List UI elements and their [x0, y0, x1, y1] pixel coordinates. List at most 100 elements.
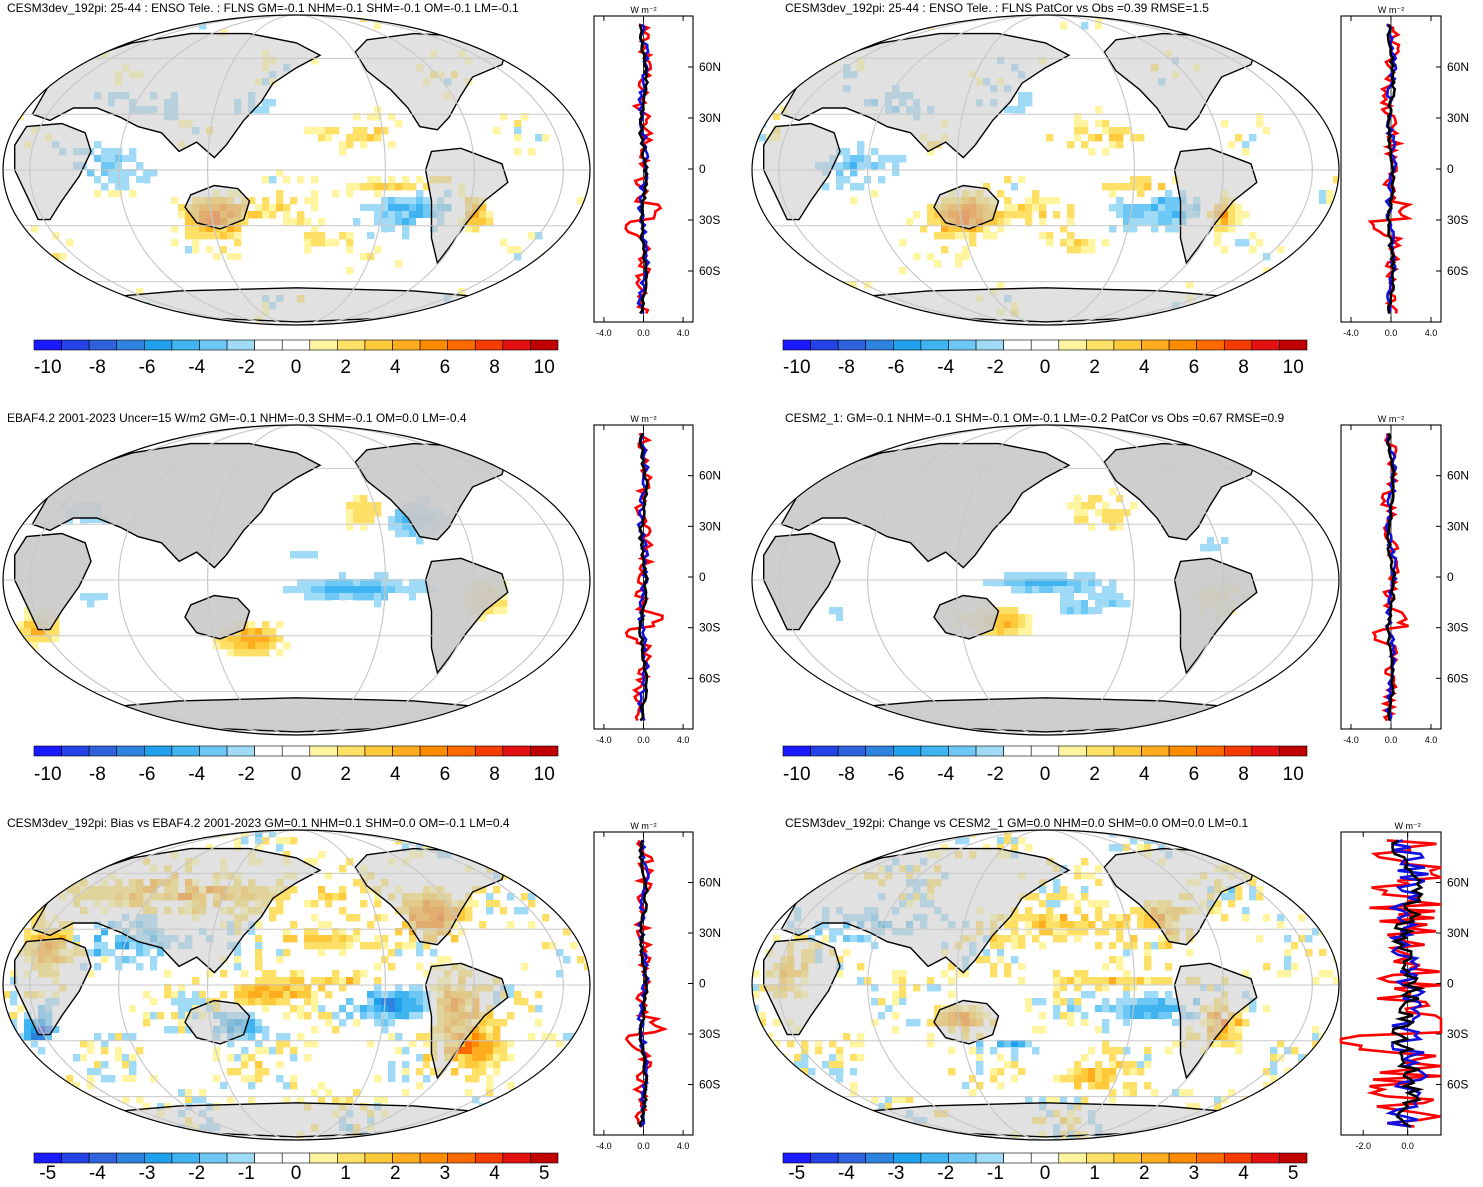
field-cell: [885, 1012, 893, 1020]
field-cell: [24, 1012, 32, 1020]
field-cell: [766, 1110, 774, 1118]
field-cell: [339, 232, 347, 240]
colorbar-bin: [893, 745, 922, 757]
field-cell: [1102, 984, 1110, 992]
field-cell: [262, 197, 270, 205]
field-cell: [17, 1019, 25, 1027]
field-cell: [1116, 523, 1124, 531]
profile-ytick-label: 60S: [699, 671, 720, 685]
field-cell: [1249, 998, 1257, 1006]
field-cell: [10, 907, 18, 915]
field-cell: [584, 928, 590, 936]
field-cell: [1137, 1061, 1145, 1069]
field-cell: [45, 1131, 53, 1139]
field-cell: [332, 600, 340, 608]
colorbar-label: 1: [1089, 1163, 1100, 1184]
field-cell: [752, 872, 760, 880]
field-cell: [521, 998, 529, 1006]
field-cell: [1319, 837, 1327, 845]
field-cell: [857, 155, 865, 163]
field-cell: [122, 141, 130, 149]
field-cell: [1284, 970, 1292, 978]
field-cell: [913, 1138, 921, 1140]
field-cell: [1074, 928, 1082, 936]
field-cell: [1102, 586, 1110, 594]
field-cell: [1067, 1096, 1075, 1104]
field-cell: [1165, 1012, 1173, 1020]
field-cell: [1242, 914, 1250, 922]
profile-series: [1339, 839, 1443, 1128]
field-cell: [129, 162, 137, 170]
field-cell: [248, 1082, 256, 1090]
field-cell: [101, 1040, 109, 1048]
field-cell: [171, 963, 179, 971]
field-cell: [80, 1061, 88, 1069]
colorbar-label: 2: [1089, 357, 1100, 378]
field-cell: [269, 99, 277, 107]
field-cell: [997, 218, 1005, 226]
field-cell: [423, 1061, 431, 1069]
field-cell: [1081, 239, 1089, 247]
field-cell: [423, 844, 431, 852]
field-cell: [549, 928, 557, 936]
field-cell: [248, 844, 256, 852]
field-cell: [1095, 907, 1103, 915]
field-cell: [1221, 544, 1229, 552]
field-cell: [584, 921, 590, 929]
field-cell: [1102, 1068, 1110, 1076]
field-cell: [290, 197, 298, 205]
field-cell: [556, 949, 564, 957]
field-cell: [395, 509, 403, 517]
field-cell: [409, 586, 417, 594]
field-cell: [1123, 1089, 1131, 1097]
field-cell: [1039, 211, 1047, 219]
field-cell: [1053, 893, 1061, 901]
field-cell: [773, 1110, 781, 1118]
field-cell: [318, 984, 326, 992]
field-cell: [1032, 914, 1040, 922]
field-cell: [339, 1019, 347, 1027]
field-cell: [255, 1040, 263, 1048]
field-cell: [1144, 942, 1152, 950]
field-cell: [150, 1075, 158, 1083]
field-cell: [892, 998, 900, 1006]
field-cell: [1228, 141, 1236, 149]
field-cell: [829, 281, 837, 289]
field-cell: [472, 1124, 480, 1132]
field-cell: [906, 218, 914, 226]
field-cell: [276, 106, 284, 114]
field-cell: [388, 1019, 396, 1027]
field-cell: [752, 1117, 760, 1125]
field-cell: [388, 1068, 396, 1076]
field-cell: [290, 1005, 298, 1013]
field-cell: [395, 211, 403, 219]
field-cell: [465, 1075, 473, 1083]
field-cell: [122, 176, 130, 184]
field-cell: [1039, 1138, 1047, 1140]
panel-3: EBAF4.2 2001-2023 Uncer=15 W/m2 GM=-0.1 …: [2, 411, 721, 785]
field-cell: [773, 1019, 781, 1027]
field-cell: [157, 1131, 165, 1139]
field-cell: [388, 1096, 396, 1104]
field-cell: [157, 977, 165, 985]
colorbar-label: 2: [1139, 1163, 1150, 1184]
field-cell: [353, 900, 361, 908]
field-cell: [290, 886, 298, 894]
field-cell: [1305, 949, 1313, 957]
field-cell: [395, 120, 403, 128]
field-cell: [1074, 1068, 1082, 1076]
field-cell: [409, 998, 417, 1006]
field-cell: [542, 22, 550, 30]
field-cell: [1221, 246, 1229, 254]
colorbar-label: 4: [1139, 357, 1150, 378]
profile-series: [1390, 839, 1426, 1128]
field-cell: [486, 1131, 494, 1139]
field-cell: [1046, 900, 1054, 908]
field-cell: [752, 984, 760, 992]
field-cell: [1326, 85, 1334, 93]
field-cell: [241, 628, 249, 636]
field-cell: [990, 218, 998, 226]
colorbar-bin: [1251, 339, 1280, 351]
field-cell: [1158, 190, 1166, 198]
field-cell: [1284, 844, 1292, 852]
